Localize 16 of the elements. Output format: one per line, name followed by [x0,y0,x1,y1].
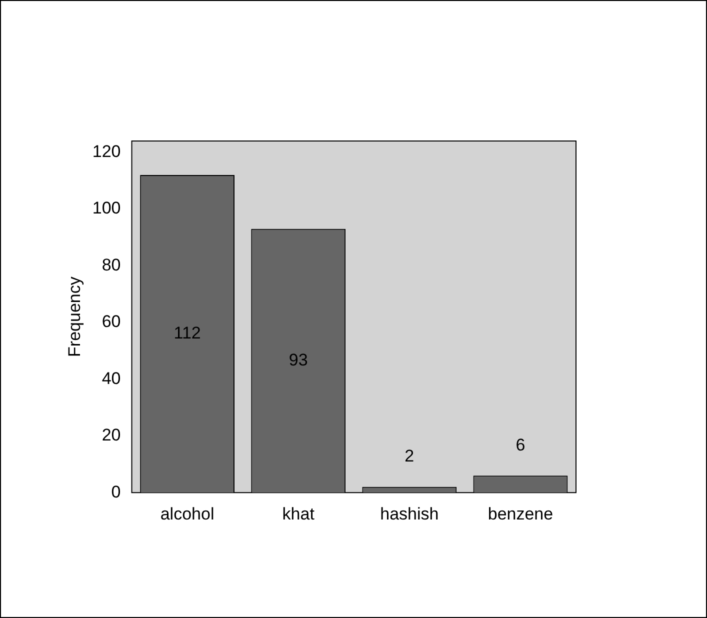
y-tick-label: 120 [92,142,121,162]
x-tick-label: alcohol [160,504,214,524]
y-axis-title: Frequency [64,276,84,357]
data-label: 112 [174,324,201,342]
x-tick-label: khat [282,504,315,524]
y-tick-label: 40 [102,368,121,388]
y-tick-label: 100 [92,198,121,218]
data-label: 6 [516,435,526,454]
y-tick-label: 0 [111,482,121,502]
data-label: 93 [288,350,308,370]
x-tick-label: hashish [380,504,439,524]
x-tick-label: benzene [488,504,554,524]
y-tick-label: 80 [102,255,121,274]
data-label: 2 [404,446,414,466]
y-tick-label: 20 [102,426,121,445]
y-tick-label: 60 [102,312,121,332]
